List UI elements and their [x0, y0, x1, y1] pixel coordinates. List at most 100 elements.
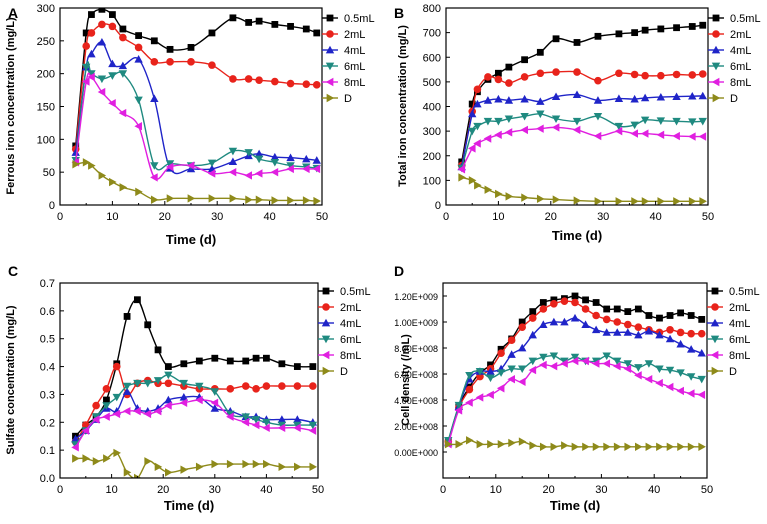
- data-point: [507, 365, 516, 373]
- data-point: [187, 58, 195, 66]
- data-point: [153, 406, 162, 416]
- data-point: [687, 329, 695, 338]
- y-tick-label: 600: [423, 52, 441, 64]
- data-point: [270, 158, 280, 167]
- data-point: [615, 197, 624, 205]
- x-axis-title: Time (d): [164, 498, 214, 513]
- data-point: [672, 117, 681, 126]
- data-point: [520, 94, 529, 103]
- data-point: [697, 390, 706, 399]
- data-point: [244, 171, 252, 180]
- data-point: [504, 96, 514, 104]
- legend: 0.5mL 2mL 4mL 6mL 8mL D: [708, 13, 761, 105]
- y-tick-label: 0.4: [40, 362, 55, 374]
- data-point: [293, 363, 301, 370]
- data-point: [505, 192, 514, 201]
- legend-item: 0.5mL: [708, 13, 761, 25]
- panel-label: B: [394, 5, 404, 21]
- data-point: [484, 73, 492, 81]
- data-point: [645, 442, 654, 451]
- x-tick-label: 0: [57, 484, 63, 496]
- y-axis-title: Cell density (/mL): [400, 334, 412, 426]
- legend-item: 4mL: [318, 318, 361, 330]
- data-point: [505, 79, 513, 87]
- data-point: [698, 70, 707, 78]
- legend-item: 2mL: [318, 302, 361, 314]
- data-point: [549, 362, 558, 371]
- data-point: [92, 401, 100, 410]
- data-point: [561, 441, 569, 450]
- data-point: [118, 61, 128, 70]
- x-tick-label: 20: [157, 484, 169, 496]
- data-point: [277, 415, 287, 423]
- data-point: [613, 318, 622, 326]
- data-point: [71, 434, 80, 443]
- x-tick-label: 40: [260, 484, 272, 496]
- x-tick-label: 0: [443, 211, 449, 223]
- x-tick-label: 10: [106, 211, 118, 223]
- data-point: [624, 442, 632, 451]
- series-line: [461, 24, 703, 163]
- data-point: [150, 94, 159, 102]
- data-point: [475, 368, 485, 376]
- data-point: [572, 125, 581, 135]
- data-point: [666, 326, 674, 334]
- data-point: [229, 194, 238, 203]
- legend-marker: [711, 287, 719, 295]
- data-point: [476, 440, 485, 449]
- data-point: [108, 59, 117, 68]
- data-point: [613, 357, 622, 366]
- data-point: [119, 33, 127, 42]
- data-point: [229, 75, 237, 83]
- legend-label: 4mL: [730, 45, 751, 57]
- series-line: [75, 451, 313, 478]
- data-point: [122, 406, 131, 416]
- data-point: [88, 11, 95, 18]
- data-point: [594, 32, 602, 40]
- data-point: [497, 345, 505, 353]
- legend-marker: [325, 62, 335, 71]
- data-point: [483, 96, 493, 104]
- data-point: [504, 115, 514, 124]
- data-point: [551, 123, 560, 132]
- data-point: [494, 117, 503, 126]
- legend-label: 2mL: [340, 302, 361, 314]
- data-point: [251, 420, 260, 430]
- series-4ml: [457, 90, 707, 171]
- legend-marker: [322, 303, 330, 311]
- legend-marker: [711, 62, 721, 71]
- data-point: [497, 440, 506, 449]
- data-point: [676, 328, 685, 337]
- data-point: [118, 108, 127, 118]
- legend-marker: [325, 77, 334, 87]
- data-point: [254, 169, 263, 178]
- data-point: [271, 21, 279, 28]
- data-point: [475, 393, 484, 402]
- data-point: [536, 48, 544, 56]
- data-point: [211, 354, 219, 362]
- data-point: [484, 185, 493, 194]
- data-point: [640, 116, 650, 125]
- data-point: [687, 312, 695, 319]
- data-point: [135, 187, 143, 197]
- data-point: [539, 442, 548, 451]
- data-point: [103, 454, 111, 463]
- data-point: [241, 418, 250, 427]
- data-point: [473, 85, 482, 94]
- data-point: [88, 161, 96, 170]
- data-point: [143, 409, 152, 419]
- data-point: [108, 99, 116, 108]
- data-point: [135, 32, 142, 39]
- data-point: [592, 299, 600, 306]
- data-point: [109, 11, 116, 18]
- data-point: [293, 415, 302, 423]
- chart-panel-c: 0 10 20 30 40 50 0.0 0.1 0.2 0.3 0.4 0.5 0.6 0.7 Time …: [5, 263, 371, 513]
- data-point: [474, 181, 482, 190]
- data-point: [87, 70, 96, 78]
- data-point: [539, 360, 547, 370]
- plot-area: [444, 292, 706, 451]
- data-point: [473, 99, 482, 108]
- data-point: [539, 299, 547, 306]
- data-point: [677, 442, 685, 451]
- data-point: [262, 382, 271, 390]
